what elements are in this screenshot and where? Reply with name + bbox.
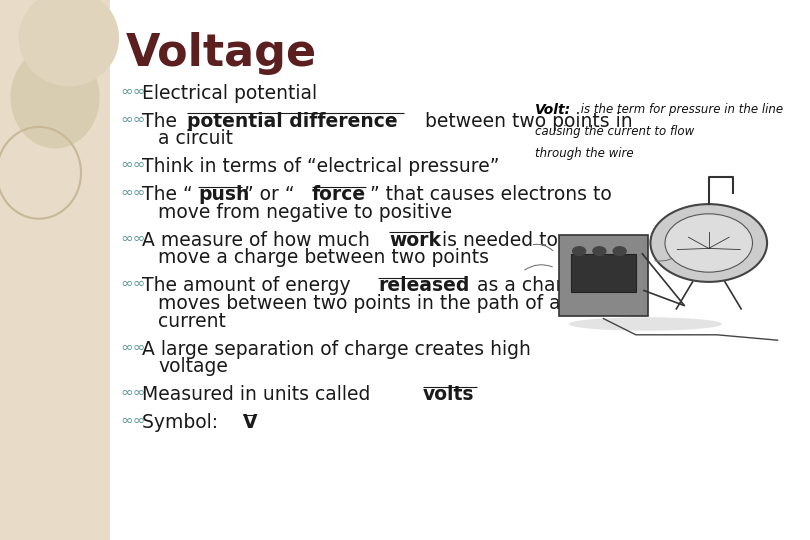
Text: Symbol:: Symbol: (142, 413, 230, 432)
Text: is needed to: is needed to (436, 231, 557, 249)
Text: Electrical potential: Electrical potential (142, 84, 317, 103)
Ellipse shape (11, 46, 100, 148)
Text: push: push (198, 185, 249, 204)
Text: volts: volts (423, 386, 475, 404)
Text: ∞∞: ∞∞ (120, 386, 145, 400)
Text: moves between two points in the path of a: moves between two points in the path of … (158, 294, 561, 313)
FancyBboxPatch shape (559, 235, 648, 316)
Text: causing the current to flow: causing the current to flow (535, 125, 694, 138)
Text: through the wire: through the wire (535, 147, 633, 160)
Text: V: V (243, 413, 258, 432)
Text: ∞∞: ∞∞ (120, 276, 145, 291)
Text: Volt:: Volt: (535, 103, 571, 117)
Text: ∞∞: ∞∞ (120, 413, 145, 428)
Text: ∞∞: ∞∞ (120, 111, 145, 126)
Text: current: current (158, 312, 226, 331)
Text: voltage: voltage (158, 357, 228, 376)
Text: A measure of how much: A measure of how much (142, 231, 376, 249)
Circle shape (665, 214, 752, 272)
Text: The “: The “ (142, 185, 193, 204)
Text: potential difference: potential difference (187, 111, 398, 131)
Ellipse shape (19, 0, 119, 86)
Text: move a charge between two points: move a charge between two points (158, 248, 489, 267)
Text: ” or “: ” or “ (245, 185, 295, 204)
Text: as a charge: as a charge (471, 276, 586, 295)
Text: ∞∞: ∞∞ (120, 84, 145, 99)
Text: between two points in: between two points in (420, 111, 633, 131)
Text: force: force (312, 185, 366, 204)
Text: work: work (390, 231, 441, 249)
Text: is the term for pressure in the line: is the term for pressure in the line (577, 103, 782, 116)
Text: Think in terms of “electrical pressure”: Think in terms of “electrical pressure” (142, 157, 499, 176)
Text: a circuit: a circuit (158, 130, 233, 148)
Circle shape (650, 204, 767, 282)
Text: The amount of energy: The amount of energy (142, 276, 356, 295)
Text: ” that causes electrons to: ” that causes electrons to (370, 185, 612, 204)
Ellipse shape (569, 318, 722, 330)
Text: ∞∞: ∞∞ (120, 157, 145, 172)
Circle shape (573, 247, 586, 255)
Circle shape (613, 247, 626, 255)
Text: Voltage: Voltage (126, 32, 317, 76)
Text: Measured in units called: Measured in units called (142, 386, 376, 404)
Text: A large separation of charge creates high: A large separation of charge creates hig… (142, 340, 531, 359)
Text: released: released (378, 276, 469, 295)
Text: move from negative to positive: move from negative to positive (158, 203, 452, 222)
Text: ∞∞: ∞∞ (120, 231, 145, 246)
Bar (571, 254, 636, 292)
Text: The: The (142, 111, 183, 131)
Circle shape (593, 247, 606, 255)
Text: ∞∞: ∞∞ (120, 340, 145, 355)
Bar (0, 0, 110, 540)
Text: ∞∞: ∞∞ (120, 185, 145, 200)
